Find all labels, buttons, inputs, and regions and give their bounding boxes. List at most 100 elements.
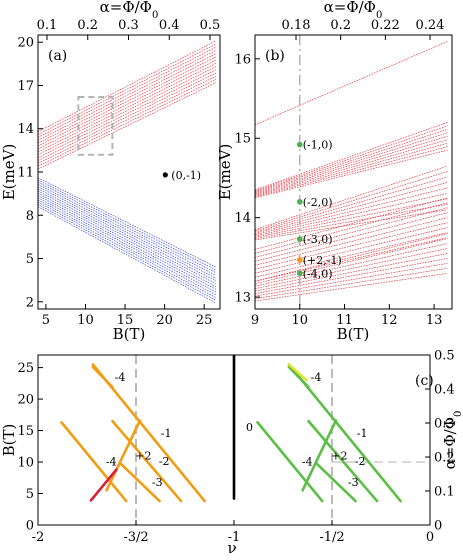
right-tick-label: 0.5 [434,349,455,364]
panel-a-x-ticks: 5 10 15 20 25 [42,304,212,328]
top-tick-label: 0.24 [416,18,445,33]
y-tick-label: 5 [26,487,34,502]
labelled-point-label: (-1,0) [303,139,333,152]
right-tick-label: 0 [434,519,442,534]
right-tick-label: 0.3 [434,417,455,432]
landau-level-group-4-1 [254,237,448,282]
valence-level-13 [37,179,217,271]
landau-level-group-5-4 [254,258,448,294]
trajectory-left-1 [111,419,183,503]
conduction-level-2 [37,79,217,167]
x-tick-label: 11 [336,313,353,328]
landau-level-group-2-6 [254,132,448,194]
y-tick-label: 15 [234,132,251,147]
valence-level-14 [37,177,217,268]
trajectory-right-10 [256,421,324,503]
valence-level-11 [37,184,217,276]
panel-c-data [60,354,402,503]
trajectory-label: -2 [159,455,170,468]
labelled-point-label: (-3,0) [303,233,333,246]
trajectory-left-5 [91,365,114,389]
top-tick-label: 0.3 [118,18,139,33]
right-tick-label: 0.1 [434,485,455,500]
panel-c-label: (c) [415,373,434,389]
y-tick-label: 15 [17,424,34,439]
trajectory-right-8 [307,419,379,503]
x-tick-label: 10 [77,313,94,328]
trajectory-label: -1 [357,427,368,440]
y-tick-label: 8 [26,209,34,224]
panel-b-y-ticks: 13 14 15 16 [234,52,260,306]
conduction-level-4 [37,72,217,161]
y-tick-label: 14 [17,122,34,137]
y-tick-label: 11 [17,166,34,181]
x-tick-label: -1/2 [319,530,344,545]
x-tick-label: 0 [426,530,434,545]
conduction-level-12 [37,46,217,138]
trajectory-left-3 [60,421,128,503]
right-tick-label: 0.2 [434,451,455,466]
x-tick-label: -1 [228,530,241,545]
valence-level-3 [37,201,217,298]
conduction-level-11 [37,50,217,141]
minor-segment-left [89,468,118,502]
right-tick-label: 0.4 [434,383,455,398]
panel-c-x-ticks: -2 -3/2 -1 -1/2 0 [32,520,434,545]
panel-a-ylabel: E(meV) [0,144,18,201]
landau-level-group-2-5 [254,135,448,195]
panel-c-line-labels: -1 -2 -3 -4 +2 -4 0 -1 -2 -3 -4 +2 -4 [106,371,368,489]
landau-level-group-5-1 [254,272,448,302]
labelled-point [296,256,303,263]
panel-b-x-ticks: 9 10 11 12 13 [251,304,443,328]
valence-level-7 [37,192,217,287]
landau-level-group-2-7 [254,128,448,193]
panel-b-ylabel: E(meV) [216,144,234,201]
landau-level-group-2-3 [254,142,448,197]
panel-c-right-label: α=Φ/Φ0 [441,411,463,470]
labelled-point [296,141,303,148]
conduction-level-14 [37,40,217,132]
landau-level-group-3-2 [254,203,448,239]
annotation-dot [162,172,168,178]
conduction-level-3 [37,75,217,164]
y-tick-label: 10 [17,456,34,471]
trajectory-right-12 [287,365,310,389]
conduction-level-1 [37,82,217,170]
trajectory-right-11 [301,419,338,492]
top-tick-label: 0.4 [159,18,180,33]
landau-level-group-4-3 [254,227,448,274]
y-tick-label: 2 [26,295,34,310]
labelled-point [296,198,303,205]
y-tick-label: 14 [234,211,251,226]
minor-segment-right [287,363,308,382]
landau-level-group-5-3 [254,262,448,297]
landau-level-group-3-4 [254,193,448,237]
y-tick-label: 13 [234,291,251,306]
landau-level-group-3-6 [254,182,448,234]
landau-level-group-2-8 [254,125,448,192]
trajectory-left-4 [105,419,142,492]
landau-level-group-3-3 [254,198,448,238]
annotation-label: (0,-1) [171,169,201,182]
y-tick-label: 20 [17,36,34,51]
labelled-point-label: (-2,0) [303,196,333,209]
valence-level-5 [37,197,217,293]
trajectory-label: -4 [115,371,126,384]
panel-a-xlabel: B(T) [113,325,146,343]
valence-level-9 [37,188,217,282]
panel-b-labelled-points: (-1,0) (-2,0) (-3,0) (+2,-1)(-4,0) [296,139,342,280]
y-tick-label: 5 [26,252,34,267]
panel-b-frame [254,34,453,310]
top-tick-label: 0.5 [200,18,221,33]
panel-b-top-ticks: 0.18 0.2 0.22 0.24 [282,18,445,40]
valence-level-4 [37,199,217,296]
x-tick-label: 13 [426,313,443,328]
trajectory-label: -4 [106,456,117,469]
valence-level-1 [37,206,217,304]
trajectory-label: -1 [161,427,172,440]
top-tick-label: 0.22 [371,18,400,33]
panel-c: -1-2-3-4 +2-40 -1-2-3-4 +2-4 (c) -2 -3/2 -1 -1… [0,349,463,558]
landau-level-group-4-2 [254,232,448,278]
